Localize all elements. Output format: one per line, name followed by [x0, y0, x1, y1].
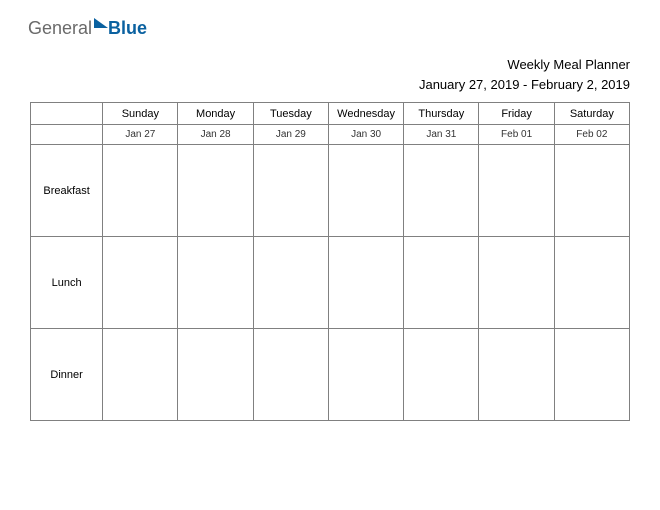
meal-cell[interactable]	[404, 237, 479, 329]
date-header-row: Jan 27 Jan 28 Jan 29 Jan 30 Jan 31 Feb 0…	[31, 125, 630, 145]
logo-text-blue: Blue	[108, 18, 147, 39]
logo-text-general: General	[28, 18, 92, 39]
meal-cell[interactable]	[479, 145, 554, 237]
meal-cell[interactable]	[554, 237, 629, 329]
page-title: Weekly Meal Planner	[419, 55, 630, 75]
meal-cell[interactable]	[103, 237, 178, 329]
meal-cell[interactable]	[253, 329, 328, 421]
meal-cell[interactable]	[554, 329, 629, 421]
day-header: Tuesday	[253, 103, 328, 125]
meal-cell[interactable]	[253, 145, 328, 237]
day-header: Wednesday	[328, 103, 403, 125]
day-header: Monday	[178, 103, 253, 125]
meal-cell[interactable]	[328, 329, 403, 421]
logo-sail-icon	[94, 18, 108, 28]
corner-cell	[31, 125, 103, 145]
day-header: Saturday	[554, 103, 629, 125]
meal-label: Dinner	[31, 329, 103, 421]
day-header-row: Sunday Monday Tuesday Wednesday Thursday…	[31, 103, 630, 125]
date-header: Jan 31	[404, 125, 479, 145]
date-header: Jan 29	[253, 125, 328, 145]
meal-cell[interactable]	[178, 237, 253, 329]
date-header: Jan 27	[103, 125, 178, 145]
meal-row-breakfast: Breakfast	[31, 145, 630, 237]
meal-row-lunch: Lunch	[31, 237, 630, 329]
meal-cell[interactable]	[404, 145, 479, 237]
meal-label: Lunch	[31, 237, 103, 329]
day-header: Thursday	[404, 103, 479, 125]
date-header: Feb 02	[554, 125, 629, 145]
meal-cell[interactable]	[328, 237, 403, 329]
meal-cell[interactable]	[178, 145, 253, 237]
logo: General Blue	[28, 18, 147, 39]
meal-planner-table: Sunday Monday Tuesday Wednesday Thursday…	[30, 102, 630, 421]
date-header: Feb 01	[479, 125, 554, 145]
date-header: Jan 30	[328, 125, 403, 145]
date-header: Jan 28	[178, 125, 253, 145]
meal-cell[interactable]	[103, 329, 178, 421]
meal-cell[interactable]	[479, 329, 554, 421]
meal-cell[interactable]	[328, 145, 403, 237]
header-block: Weekly Meal Planner January 27, 2019 - F…	[419, 55, 630, 94]
meal-cell[interactable]	[178, 329, 253, 421]
meal-cell[interactable]	[404, 329, 479, 421]
meal-row-dinner: Dinner	[31, 329, 630, 421]
meal-cell[interactable]	[103, 145, 178, 237]
meal-cell[interactable]	[554, 145, 629, 237]
day-header: Friday	[479, 103, 554, 125]
meal-cell[interactable]	[253, 237, 328, 329]
corner-cell	[31, 103, 103, 125]
date-range: January 27, 2019 - February 2, 2019	[419, 75, 630, 95]
meal-label: Breakfast	[31, 145, 103, 237]
day-header: Sunday	[103, 103, 178, 125]
meal-cell[interactable]	[479, 237, 554, 329]
